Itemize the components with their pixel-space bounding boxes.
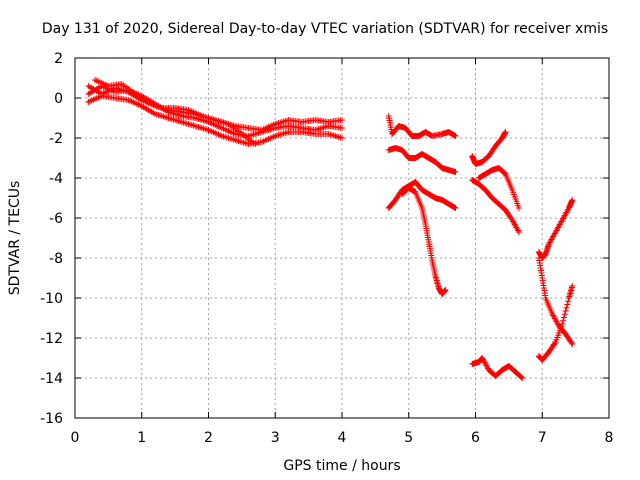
- data-point: [515, 229, 522, 235]
- data-series: [469, 129, 509, 167]
- data-point: [518, 374, 525, 381]
- chart-title: Day 131 of 2020, Sidereal Day-to-day VTE…: [42, 21, 608, 37]
- x-tick-label: 5: [404, 430, 413, 446]
- axis-ticks: 0 1 2 3 4 5 6 7 8 -16 -14 -12 -10 -8 -6 -4 -2 0 2: [40, 51, 613, 446]
- data-point: [569, 197, 576, 203]
- y-tick-label: -6: [49, 211, 63, 227]
- data-series: [469, 355, 526, 381]
- data-point: [563, 304, 570, 311]
- data-point: [339, 135, 345, 141]
- data-series: [535, 197, 576, 261]
- plot-frame: [74, 57, 610, 419]
- x-tick-label: 8: [605, 430, 614, 446]
- data-point: [339, 117, 345, 123]
- data-point: [252, 141, 259, 147]
- x-axis-label: GPS time / hours: [283, 458, 400, 474]
- x-tick-label: 2: [204, 430, 213, 446]
- x-tick-label: 7: [538, 430, 547, 446]
- data-series: [475, 165, 522, 211]
- data-points: [85, 77, 576, 381]
- y-axis-label: SDTVAR / TECUs: [7, 181, 23, 296]
- x-tick-label: 0: [71, 430, 80, 446]
- y-tick-label: -4: [49, 171, 63, 187]
- x-tick-label: 1: [137, 430, 146, 446]
- data-point: [561, 311, 568, 318]
- data-point: [569, 341, 576, 347]
- data-point: [452, 133, 459, 139]
- y-tick-label: -16: [40, 411, 63, 427]
- data-series: [535, 283, 576, 363]
- y-tick-label: -10: [40, 291, 63, 307]
- data-point: [569, 283, 576, 289]
- y-tick-label: -12: [40, 331, 63, 347]
- data-point: [560, 317, 567, 324]
- data-point: [339, 125, 345, 131]
- y-tick-label: -14: [40, 371, 63, 387]
- y-tick-label: 2: [54, 51, 63, 67]
- y-tick-label: 0: [54, 91, 63, 107]
- y-tick-label: -8: [49, 251, 63, 267]
- data-point: [442, 287, 449, 293]
- data-point: [560, 314, 567, 321]
- data-series: [92, 77, 259, 147]
- x-tick-label: 4: [338, 430, 347, 446]
- x-tick-label: 6: [471, 430, 480, 446]
- data-series: [85, 93, 345, 147]
- data-point: [515, 205, 522, 211]
- data-series: [399, 185, 449, 297]
- data-point: [551, 340, 558, 347]
- y-tick-label: -2: [49, 131, 63, 147]
- data-point: [565, 298, 572, 305]
- data-point: [502, 129, 509, 135]
- data-point: [519, 375, 526, 381]
- data-series: [469, 177, 522, 235]
- data-series: [385, 113, 459, 139]
- data-series: [385, 145, 459, 175]
- data-point: [452, 169, 459, 175]
- data-point: [568, 339, 575, 346]
- x-tick-label: 3: [271, 430, 280, 446]
- data-point: [452, 205, 459, 211]
- data-point: [562, 308, 569, 314]
- data-point: [559, 321, 566, 327]
- data-point: [564, 301, 571, 308]
